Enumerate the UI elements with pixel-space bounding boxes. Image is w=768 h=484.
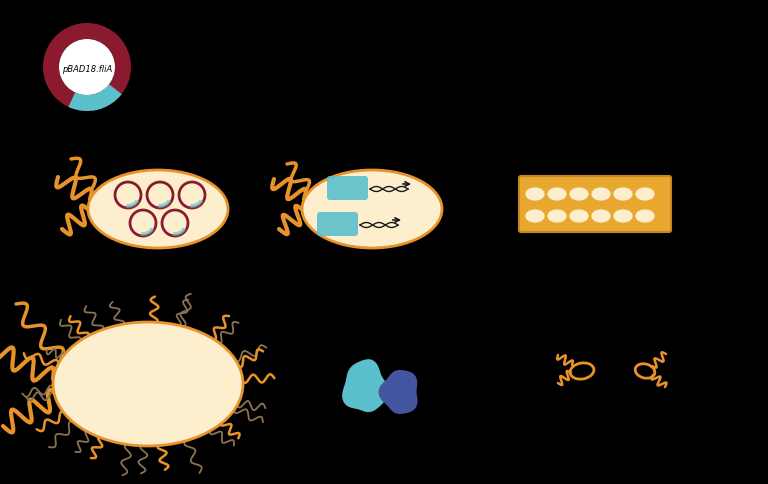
Circle shape — [115, 182, 141, 209]
Ellipse shape — [525, 188, 545, 201]
Ellipse shape — [53, 322, 243, 446]
Ellipse shape — [635, 188, 655, 201]
Circle shape — [179, 182, 205, 209]
Ellipse shape — [88, 171, 228, 248]
Wedge shape — [43, 24, 131, 112]
Wedge shape — [141, 228, 154, 237]
Ellipse shape — [635, 210, 655, 224]
FancyBboxPatch shape — [519, 177, 671, 232]
Ellipse shape — [547, 188, 567, 201]
Ellipse shape — [613, 188, 633, 201]
Ellipse shape — [547, 210, 567, 224]
Ellipse shape — [613, 210, 633, 224]
Ellipse shape — [302, 171, 442, 248]
Ellipse shape — [569, 188, 589, 201]
Circle shape — [59, 40, 115, 96]
Text: pBAD18.fliA: pBAD18.fliA — [62, 65, 112, 75]
Ellipse shape — [569, 210, 589, 224]
Ellipse shape — [525, 210, 545, 224]
Ellipse shape — [591, 188, 611, 201]
Circle shape — [162, 211, 188, 237]
Circle shape — [147, 182, 173, 209]
Wedge shape — [190, 200, 204, 209]
Polygon shape — [343, 360, 389, 412]
FancyBboxPatch shape — [317, 212, 358, 237]
Circle shape — [130, 211, 156, 237]
Wedge shape — [126, 200, 139, 209]
FancyBboxPatch shape — [327, 177, 368, 200]
Wedge shape — [157, 200, 171, 209]
Polygon shape — [379, 370, 418, 414]
Wedge shape — [68, 85, 121, 112]
Ellipse shape — [591, 210, 611, 224]
Wedge shape — [173, 228, 187, 237]
